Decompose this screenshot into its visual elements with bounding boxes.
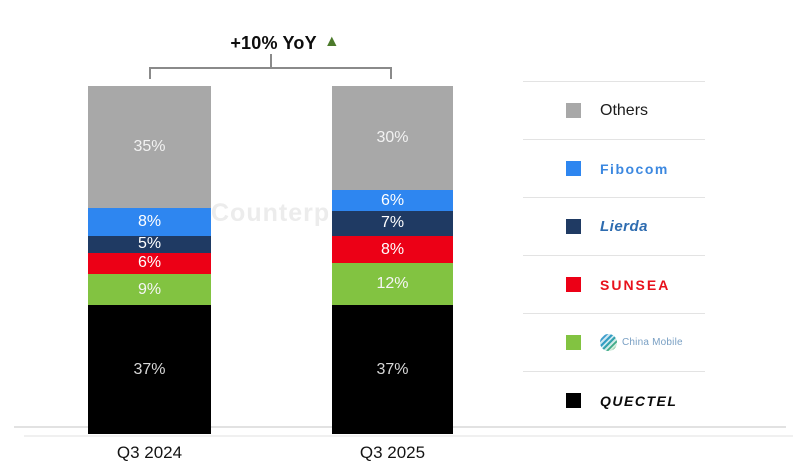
legend-item-china-mobile: China Mobile [523,313,705,371]
fibocom-logo: Fibocom [600,161,669,177]
legend-item-fibocom: Fibocom [523,139,705,197]
segment-others-q3-2025: 30% [332,86,453,191]
legend-swatch-quectel [566,393,581,408]
others-logo: Others [600,102,648,120]
bar-q3-2025: 30% 6% 7% 8% 12% 37% [332,86,453,434]
yoy-text: +10% YoY [230,32,317,53]
segment-sunsea-q3-2025: 8% [332,235,453,264]
segment-value-label: 37% [376,360,409,378]
segment-value-label: 7% [380,214,405,232]
x-axis-label-q3-2025: Q3 2025 [359,443,426,462]
segment-value-label: 8% [380,240,405,258]
segment-value-label: 30% [376,129,409,147]
legend-swatch-fibocom [566,161,581,176]
x-axis-label-q3-2024: Q3 2024 [116,443,183,462]
legend-swatch-others [566,103,581,118]
china-mobile-logo: China Mobile [600,334,683,351]
segment-fibocom-q3-2024: 8% [88,207,211,236]
legend-swatch-china-mobile [566,335,581,350]
segment-value-label: 12% [376,275,409,293]
segment-fibocom-q3-2025: 6% [332,190,453,212]
bar-q3-2024: 35% 8% 5% 6% 9% 37% [88,86,211,434]
segment-lierda-q3-2025: 7% [332,211,453,236]
segment-quectel-q3-2025: 37% [332,305,453,434]
quectel-logo-text: QUECTEL [600,392,678,409]
legend-item-others: Others [523,81,705,139]
china-mobile-logo-text: China Mobile [622,337,683,348]
segment-china-mobile-q3-2024: 9% [88,273,211,306]
legend-swatch-lierda [566,219,581,234]
segment-quectel-q3-2024: 37% [88,305,211,434]
quectel-logo: QUECTEL [600,393,677,409]
baseline-rule-2 [24,435,793,437]
lierda-logo: Lierda [600,218,648,235]
segment-lierda-q3-2024: 5% [88,235,211,254]
legend: Others Fibocom Lierda SUNSEA China Mobile QUE… [523,81,705,429]
bracket-tick-right [390,67,392,79]
bracket-stem [270,54,272,67]
legend-item-sunsea: SUNSEA [523,255,705,313]
bracket-horizontal [149,67,392,69]
fibocom-logo-text: Fibocom [600,160,669,177]
up-triangle-icon: ▲ [323,33,340,50]
segment-value-label: 6% [137,254,162,272]
segment-value-label: 8% [137,212,162,230]
segment-others-q3-2024: 35% [88,86,211,208]
segment-value-label: 5% [137,235,162,253]
lierda-logo-text: Lierda [600,218,649,235]
segment-value-label: 35% [133,137,166,155]
watermark: Counterp [211,199,331,227]
sunsea-logo: SUNSEA [600,277,670,293]
segment-value-label: 9% [137,280,162,298]
segment-value-label: 6% [380,191,405,209]
segment-china-mobile-q3-2025: 12% [332,263,453,306]
legend-swatch-sunsea [566,277,581,292]
sunsea-logo-text: SUNSEA [600,276,671,293]
legend-item-quectel: QUECTEL [523,371,705,429]
yoy-annotation: +10% YoY ▲ [185,31,385,55]
segment-sunsea-q3-2024: 6% [88,253,211,274]
china-mobile-globe-icon [600,334,617,351]
bracket-tick-left [149,67,151,79]
segment-value-label: 37% [133,360,166,378]
others-logo-text: Others [600,101,649,119]
legend-item-lierda: Lierda [523,197,705,255]
